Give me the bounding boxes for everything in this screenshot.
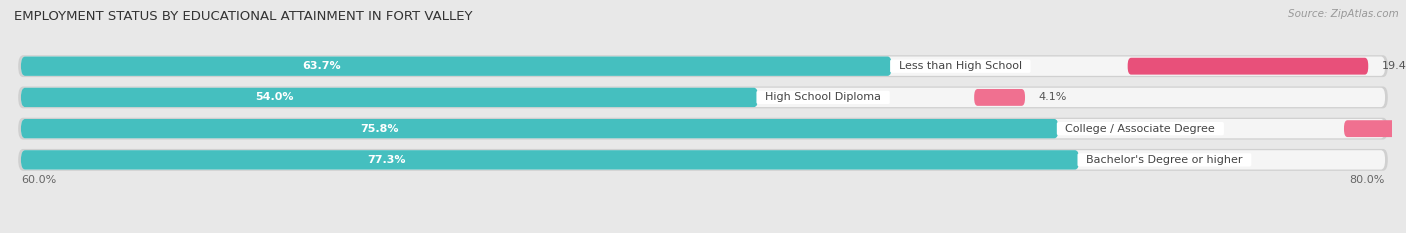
FancyBboxPatch shape (21, 56, 1385, 76)
FancyBboxPatch shape (21, 88, 758, 107)
FancyBboxPatch shape (21, 56, 891, 76)
Text: Bachelor's Degree or higher: Bachelor's Degree or higher (1080, 155, 1250, 165)
Text: 77.3%: 77.3% (367, 155, 406, 165)
FancyBboxPatch shape (18, 149, 1388, 171)
FancyBboxPatch shape (1128, 58, 1368, 75)
FancyBboxPatch shape (21, 119, 1385, 138)
Text: 60.0%: 60.0% (21, 175, 56, 185)
Text: High School Diploma: High School Diploma (758, 93, 889, 103)
FancyBboxPatch shape (18, 86, 1388, 108)
Text: 54.0%: 54.0% (256, 93, 294, 103)
FancyBboxPatch shape (21, 150, 1385, 170)
Text: Less than High School: Less than High School (891, 61, 1029, 71)
FancyBboxPatch shape (18, 55, 1388, 77)
Text: College / Associate Degree: College / Associate Degree (1059, 124, 1222, 134)
FancyBboxPatch shape (18, 118, 1388, 140)
FancyBboxPatch shape (21, 119, 1059, 138)
Text: Source: ZipAtlas.com: Source: ZipAtlas.com (1288, 9, 1399, 19)
FancyBboxPatch shape (21, 150, 1080, 170)
Text: 4.1%: 4.1% (1039, 93, 1067, 103)
FancyBboxPatch shape (21, 88, 1385, 107)
Text: 80.0%: 80.0% (1350, 175, 1385, 185)
Text: 19.4%: 19.4% (1382, 61, 1406, 71)
Text: 75.8%: 75.8% (360, 124, 399, 134)
Text: 63.7%: 63.7% (302, 61, 340, 71)
FancyBboxPatch shape (1344, 120, 1406, 137)
FancyBboxPatch shape (974, 89, 1025, 106)
Text: EMPLOYMENT STATUS BY EDUCATIONAL ATTAINMENT IN FORT VALLEY: EMPLOYMENT STATUS BY EDUCATIONAL ATTAINM… (14, 10, 472, 23)
